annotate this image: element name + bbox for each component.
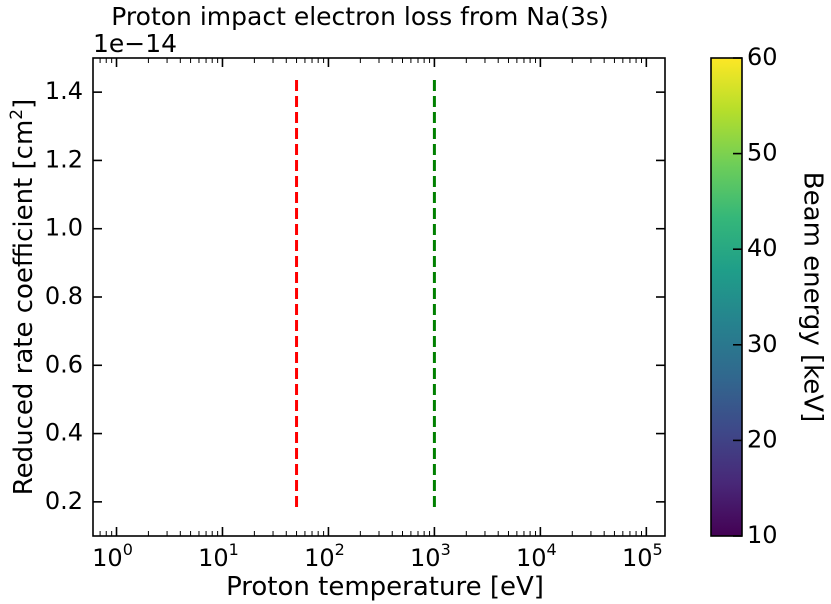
colorbar-tick-label: 30: [747, 330, 778, 358]
y-axis-label-main: Reduced rate coefficient [cm: [9, 120, 39, 496]
x-tick-label: 101: [198, 540, 239, 572]
colorbar: 10 20 30 40 50 60 Beam energy [keV]: [710, 43, 828, 549]
y-tick-label: 1.2: [45, 145, 83, 173]
chart-title: Proton impact electron loss from Na(3s): [111, 2, 608, 31]
colorbar-tick-label: 50: [747, 139, 778, 167]
axis-ticks: 100 101 102 103 104 105 0.2 0.4 0.6 0.8 1.0 1.2 1.4: [45, 58, 665, 572]
y-offset-text: 1e−14: [93, 29, 177, 58]
y-axis-label-sup: 2: [7, 109, 27, 120]
colorbar-tick-label: 10: [747, 521, 778, 549]
colorbar-gradient: [710, 57, 743, 537]
y-axis-label-end: ]: [9, 99, 39, 109]
plot-frame: [92, 57, 666, 537]
colorbar-tick-label: 40: [747, 234, 778, 262]
colorbar-tick-label: 60: [747, 43, 778, 71]
x-tick-label: 103: [410, 540, 451, 572]
y-axis-label: Reduced rate coefficient [cm2]: [7, 99, 39, 496]
x-tick-label: 102: [304, 540, 345, 572]
colorbar-label: Beam energy [keV]: [798, 172, 828, 422]
y-tick-label: 1.4: [45, 77, 83, 105]
x-tick-label: 104: [516, 540, 557, 572]
x-tick-label: 100: [92, 540, 133, 572]
colorbar-tick-label: 20: [747, 425, 778, 453]
y-tick-label: 0.8: [45, 282, 83, 310]
y-tick-label: 0.2: [45, 487, 83, 515]
y-tick-label: 1.0: [45, 214, 83, 242]
x-tick-label: 105: [622, 540, 663, 572]
y-tick-label: 0.4: [45, 419, 83, 447]
x-axis-label: Proton temperature [eV]: [226, 572, 544, 602]
reference-lines: [295, 80, 436, 510]
y-tick-label: 0.6: [45, 350, 83, 378]
